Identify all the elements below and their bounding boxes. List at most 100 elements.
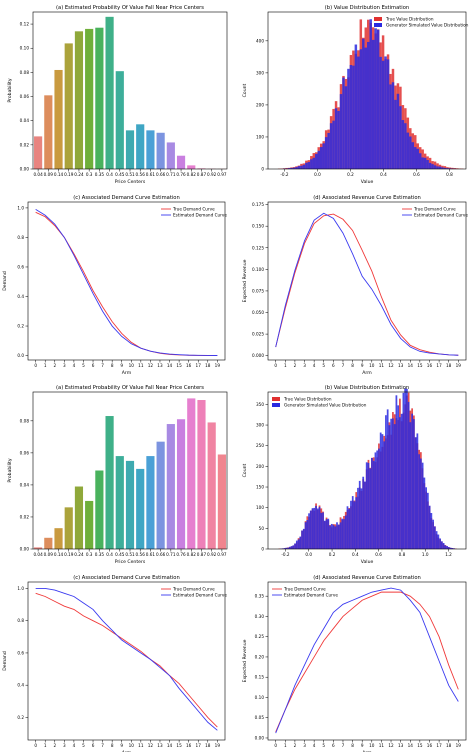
x-tick-label: 19 xyxy=(456,363,462,368)
hist-bar xyxy=(446,546,448,549)
hist-bar xyxy=(320,147,322,169)
y-tick-label: 0.075 xyxy=(252,288,264,293)
x-tick-label: 2 xyxy=(294,363,297,368)
y-tick-label: 0.4 xyxy=(17,294,24,299)
hist-bar xyxy=(382,61,384,169)
x-axis-title: Price Centers xyxy=(115,179,146,185)
hist-bar xyxy=(322,512,324,549)
hist-bar xyxy=(331,524,333,549)
hist-bar xyxy=(355,497,357,549)
y-tick-label: 0.100 xyxy=(252,267,264,272)
panel-title: (a) Estimated Probability Of Value Fall … xyxy=(56,5,204,11)
y-tick-label: 100 xyxy=(256,505,264,510)
legend-label: Generator Simulated Value Distribution xyxy=(386,23,469,28)
legend-label: Estimated Demand Curve xyxy=(173,213,227,218)
hist-bar xyxy=(338,525,340,549)
bar xyxy=(208,422,216,549)
hist-bar xyxy=(387,409,389,549)
panel-title: (c) Associated Demand Curve Estimation xyxy=(73,575,180,581)
hist-bar xyxy=(313,158,315,169)
x-tick-label: 5 xyxy=(322,363,325,368)
series-line xyxy=(276,214,459,355)
x-tick-label: 18 xyxy=(205,363,211,368)
hist-bar xyxy=(443,543,445,549)
hist-bar xyxy=(389,425,391,549)
histogram-series xyxy=(283,19,456,169)
hist-bar xyxy=(367,42,369,169)
y-tick-label: 350 xyxy=(256,402,264,407)
hist-bar xyxy=(359,481,361,549)
bar xyxy=(95,471,103,550)
x-tick-label: 5 xyxy=(82,363,85,368)
hist-bar xyxy=(417,433,419,549)
hist-bar xyxy=(296,541,298,549)
y-tick-label: 0.175 xyxy=(252,202,264,207)
x-tick-label: 1 xyxy=(44,743,47,748)
y-tick-label: 0.6 xyxy=(17,264,24,269)
x-tick-label: 0.35 xyxy=(95,172,105,177)
x-tick-label: 3 xyxy=(303,743,306,748)
hist-bar xyxy=(318,151,320,169)
series-line xyxy=(36,212,218,355)
x-tick-label: 0.97 xyxy=(217,172,227,177)
x-tick-label: 15 xyxy=(176,743,182,748)
x-tick-label: 0.0 xyxy=(314,172,321,177)
hist-bar xyxy=(372,40,374,169)
hist-bar xyxy=(340,522,342,549)
y-tick-label: 0.150 xyxy=(252,224,264,229)
hist-bar xyxy=(348,509,350,549)
bar xyxy=(116,456,124,549)
hist-bar xyxy=(399,106,401,169)
x-tick-label: 3 xyxy=(63,743,66,748)
hist-bar xyxy=(313,508,315,549)
x-tick-label: 8 xyxy=(351,743,354,748)
x-tick-label: 0.24 xyxy=(74,552,84,557)
y-tick-label: 300 xyxy=(256,70,264,75)
hist-bar xyxy=(404,123,406,169)
hist-bar xyxy=(410,422,412,549)
axes-frame xyxy=(268,582,466,740)
x-tick-label: 19 xyxy=(215,743,221,748)
x-tick-label: 2 xyxy=(53,363,56,368)
bar xyxy=(177,156,185,169)
hist-bar xyxy=(431,164,433,169)
x-tick-label: 0.56 xyxy=(136,172,146,177)
hist-bar xyxy=(392,418,394,549)
x-tick-label: 0.4 xyxy=(380,172,387,177)
hist-bar xyxy=(390,419,392,549)
hist-bar xyxy=(298,166,300,169)
hist-bar xyxy=(436,531,438,549)
hist-bar xyxy=(423,478,425,549)
x-tick-label: 4 xyxy=(313,743,316,748)
y-tick-label: 0.00 xyxy=(20,547,30,552)
y-tick-label: 0.20 xyxy=(255,654,265,659)
x-tick-label: 0.6 xyxy=(375,552,382,557)
x-tick-label: 18 xyxy=(446,363,452,368)
panel-title: (b) Value Distribution Estimation xyxy=(325,385,409,391)
x-tick-label: 7 xyxy=(342,743,345,748)
y-tick-label: 0 xyxy=(261,547,264,552)
y-tick-label: 1.0 xyxy=(17,586,24,591)
bar xyxy=(167,142,175,169)
bar xyxy=(54,70,62,169)
hist-bar xyxy=(308,513,310,549)
hist-bar xyxy=(357,57,359,169)
x-tick-label: 5 xyxy=(322,743,325,748)
x-tick-label: 10 xyxy=(369,363,375,368)
y-tick-label: 0.05 xyxy=(255,715,265,720)
hist-bar xyxy=(434,526,436,549)
x-tick-label: 8 xyxy=(111,743,114,748)
hist-bar xyxy=(394,100,396,169)
x-tick-label: 15 xyxy=(417,743,423,748)
bar xyxy=(65,43,73,169)
y-tick-label: 0.10 xyxy=(255,695,265,700)
x-tick-label: 12 xyxy=(388,743,394,748)
hist-bar xyxy=(413,419,415,549)
hist-bar xyxy=(317,508,319,549)
bar xyxy=(95,28,103,169)
hist-bar xyxy=(305,522,307,549)
hist-bar xyxy=(350,65,352,169)
